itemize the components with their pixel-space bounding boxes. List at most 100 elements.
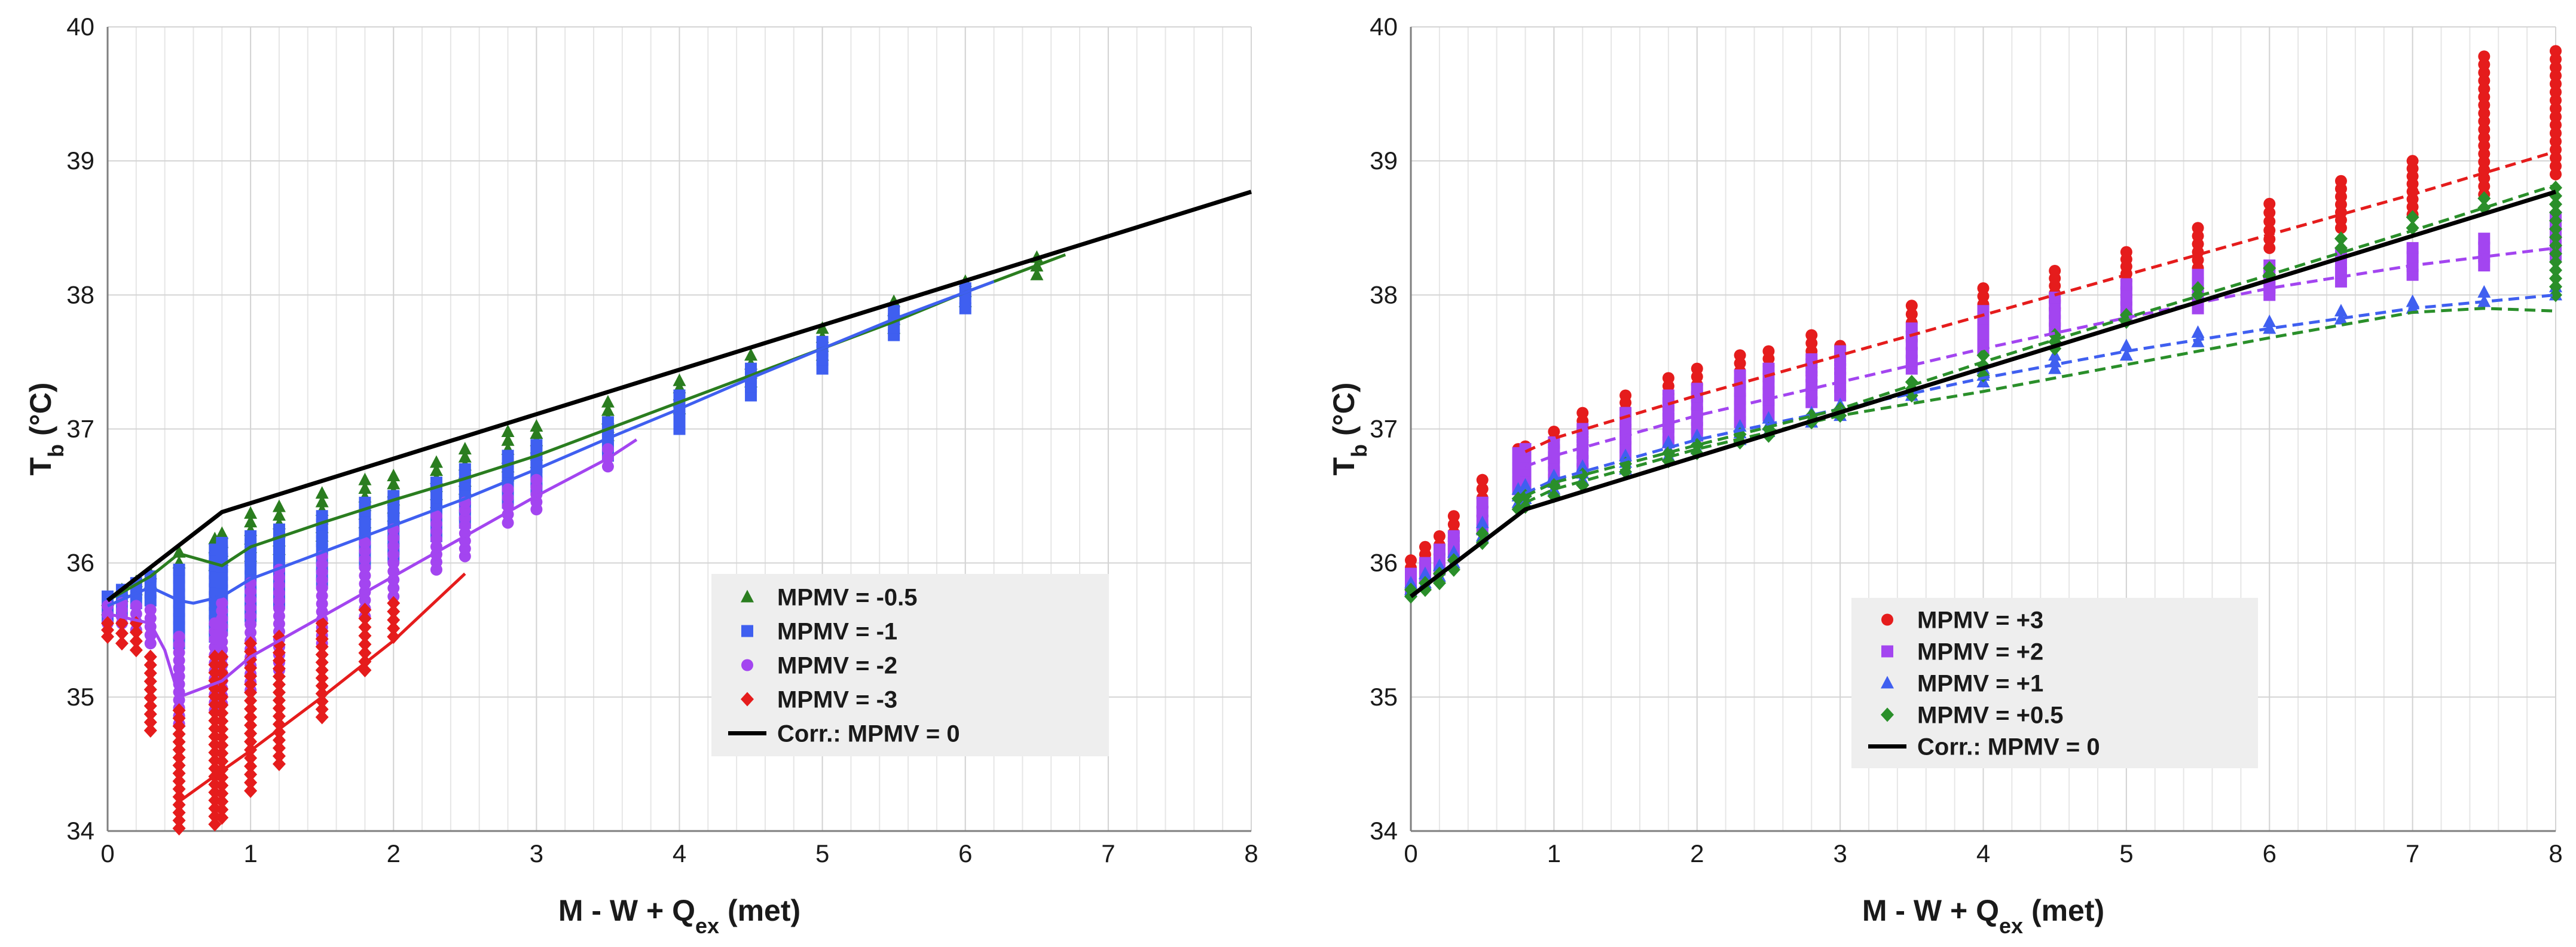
- data-point: [2549, 230, 2562, 245]
- data-point: [173, 563, 185, 576]
- data-point: [1433, 530, 1446, 542]
- data-point: [1447, 518, 1460, 531]
- data-point: [172, 798, 186, 812]
- legend-label-mpmv-3: MPMV = -3: [777, 687, 897, 713]
- y-axis-title-sub: b: [1347, 444, 1371, 457]
- data-point: [315, 671, 329, 686]
- data-point: [143, 658, 157, 673]
- x-axis-title: M - W + Qex (met): [1862, 894, 2104, 938]
- data-point: [2550, 86, 2562, 99]
- data-point: [1432, 558, 1446, 572]
- data-point: [429, 455, 443, 468]
- data-point: [1447, 510, 1460, 523]
- data-point: [2119, 338, 2133, 352]
- data-point: [1548, 436, 1560, 448]
- legend-label-correlation: Corr.: MPMV = 0: [1917, 734, 2100, 760]
- data-point: [429, 463, 443, 476]
- data-point: [2119, 348, 2133, 361]
- data-point: [1576, 407, 1589, 419]
- data-point: [601, 460, 614, 473]
- fit-line-mpmv-0-5: [106, 253, 1067, 602]
- fit-line-mpmv-2: [107, 438, 638, 699]
- y-tick-label: 38: [66, 280, 94, 308]
- data-point: [272, 725, 286, 740]
- data-point: [215, 649, 229, 664]
- data-point: [244, 775, 258, 790]
- data-point: [358, 603, 372, 618]
- data-point: [172, 743, 186, 757]
- data-point: [2550, 168, 2562, 181]
- data-point: [143, 698, 157, 713]
- data-point: [1418, 566, 1432, 579]
- x-tick-label: 8: [2549, 839, 2562, 867]
- data-point: [359, 545, 371, 557]
- data-point: [2549, 238, 2562, 253]
- data-point: [2550, 111, 2562, 123]
- data-point: [2477, 191, 2491, 206]
- data-point: [2550, 119, 2562, 132]
- data-point: [216, 597, 228, 609]
- data-point: [2550, 127, 2562, 139]
- y-tick-label: 36: [1370, 549, 1398, 577]
- data-point: [215, 754, 229, 769]
- data-point: [2550, 69, 2562, 82]
- data-point: [208, 649, 222, 664]
- data-point: [1476, 482, 1489, 495]
- data-point: [272, 756, 286, 771]
- data-point: [2263, 215, 2276, 228]
- data-point: [2263, 314, 2276, 328]
- data-point: [272, 645, 286, 660]
- x-tick-label: 2: [387, 839, 401, 867]
- data-point: [2191, 325, 2205, 338]
- data-point: [601, 443, 614, 456]
- y-tick-label: 40: [1370, 13, 1398, 41]
- legend-label-mpmv-2: MPMV = -2: [777, 653, 897, 679]
- data-point: [208, 657, 222, 672]
- data-point: [215, 730, 229, 745]
- data-point: [208, 705, 222, 720]
- data-point: [2263, 206, 2276, 219]
- data-point: [2334, 175, 2347, 187]
- data-point: [2550, 102, 2562, 115]
- x-tick-label: 4: [673, 839, 686, 867]
- data-point: [130, 600, 142, 612]
- x-tick-label: 0: [100, 839, 114, 867]
- x-axis-title-sub: ex: [695, 914, 719, 938]
- x-tick-label: 3: [530, 839, 543, 867]
- legend-label-mpmv-0-5: MPMV = -0.5: [777, 585, 918, 611]
- data-point: [601, 416, 614, 429]
- data-point: [129, 634, 143, 649]
- data-point: [215, 794, 229, 809]
- data-point: [530, 419, 543, 432]
- x-axis-title-unit: (met): [2023, 894, 2104, 927]
- data-point: [2263, 197, 2276, 210]
- data-point: [1419, 540, 1431, 553]
- data-point: [2549, 213, 2562, 228]
- data-point: [143, 723, 157, 738]
- data-point: [1977, 282, 1990, 295]
- data-point: [315, 639, 329, 654]
- x-tick-label: 8: [1244, 839, 1258, 867]
- data-point: [245, 618, 257, 631]
- data-point: [215, 705, 229, 720]
- series-points-mpmv-3: [101, 595, 401, 836]
- data-point: [458, 450, 472, 463]
- data-point: [172, 766, 186, 781]
- data-point: [1976, 348, 1990, 363]
- data-point: [208, 713, 222, 728]
- data-point: [272, 741, 286, 756]
- data-point: [1518, 478, 1532, 491]
- data-point: [502, 517, 514, 529]
- data-point: [172, 758, 186, 773]
- data-point: [359, 537, 371, 549]
- data-point: [1691, 362, 1703, 375]
- fit-line-mpmv-3: [178, 572, 466, 803]
- legend-label-mpmv-3: MPMV = +3: [1917, 607, 2043, 634]
- data-point: [959, 292, 971, 304]
- data-point: [315, 710, 329, 725]
- data-point: [215, 786, 229, 801]
- y-axis-title: Tb (°C): [1327, 383, 1371, 476]
- data-point: [359, 569, 371, 582]
- x-tick-label: 7: [1101, 839, 1115, 867]
